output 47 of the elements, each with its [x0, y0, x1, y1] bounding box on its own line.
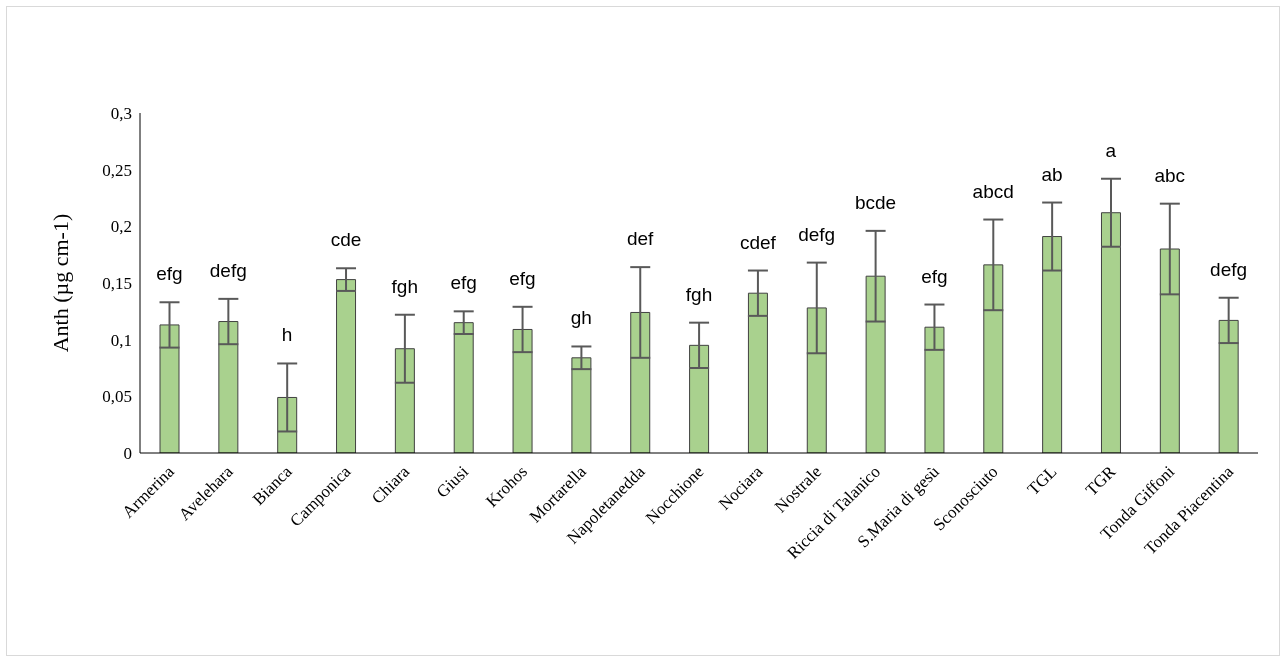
annotation: defg [798, 223, 836, 245]
bar [806, 307, 827, 453]
bar [747, 292, 768, 453]
bar [218, 321, 239, 453]
bar [1042, 236, 1063, 453]
annotation: efg [450, 272, 477, 294]
annotation: defg [1210, 258, 1248, 280]
annotation: def [626, 228, 655, 250]
bar [689, 344, 710, 453]
bar [1159, 248, 1180, 453]
annotation: cde [330, 229, 362, 251]
y-tick-label: 0,05 [102, 387, 132, 407]
y-tick-label: 0,1 [110, 330, 132, 350]
bar [512, 328, 533, 453]
annotation: bcde [854, 191, 897, 213]
annotation: gh [570, 307, 592, 329]
bar [865, 275, 886, 453]
annotation: abcd [972, 180, 1014, 202]
annotation: a [1105, 139, 1117, 161]
y-tick-label: 0,25 [102, 160, 132, 180]
y-tick-label: 0,2 [110, 217, 132, 237]
annotation: h [281, 324, 293, 346]
annotation: cdef [739, 231, 777, 253]
x-tick-label: TGL [1023, 462, 1061, 499]
x-tick-label: TGR [1081, 461, 1120, 500]
y-axis-title: Anth (µg cm-1) [47, 213, 73, 353]
bar [1218, 319, 1239, 453]
annotation: fgh [685, 283, 713, 305]
bar [983, 264, 1004, 453]
annotation: efg [509, 267, 536, 289]
bar [159, 324, 180, 453]
annotation: efg [921, 265, 948, 287]
bar [1100, 212, 1121, 453]
y-tick-label: 0,15 [102, 274, 132, 294]
bar [630, 311, 651, 453]
annotation: efg [156, 263, 183, 285]
bar [571, 357, 592, 453]
bar [453, 322, 474, 453]
bar [336, 279, 357, 453]
annotation: fgh [391, 275, 418, 297]
annotation: ab [1041, 163, 1063, 185]
annotation: defg [209, 259, 247, 281]
bar [394, 348, 415, 453]
annotation: abc [1154, 164, 1186, 186]
bar [924, 326, 945, 453]
y-tick-label: 0,3 [110, 104, 132, 124]
y-tick-label: 0 [123, 444, 132, 464]
